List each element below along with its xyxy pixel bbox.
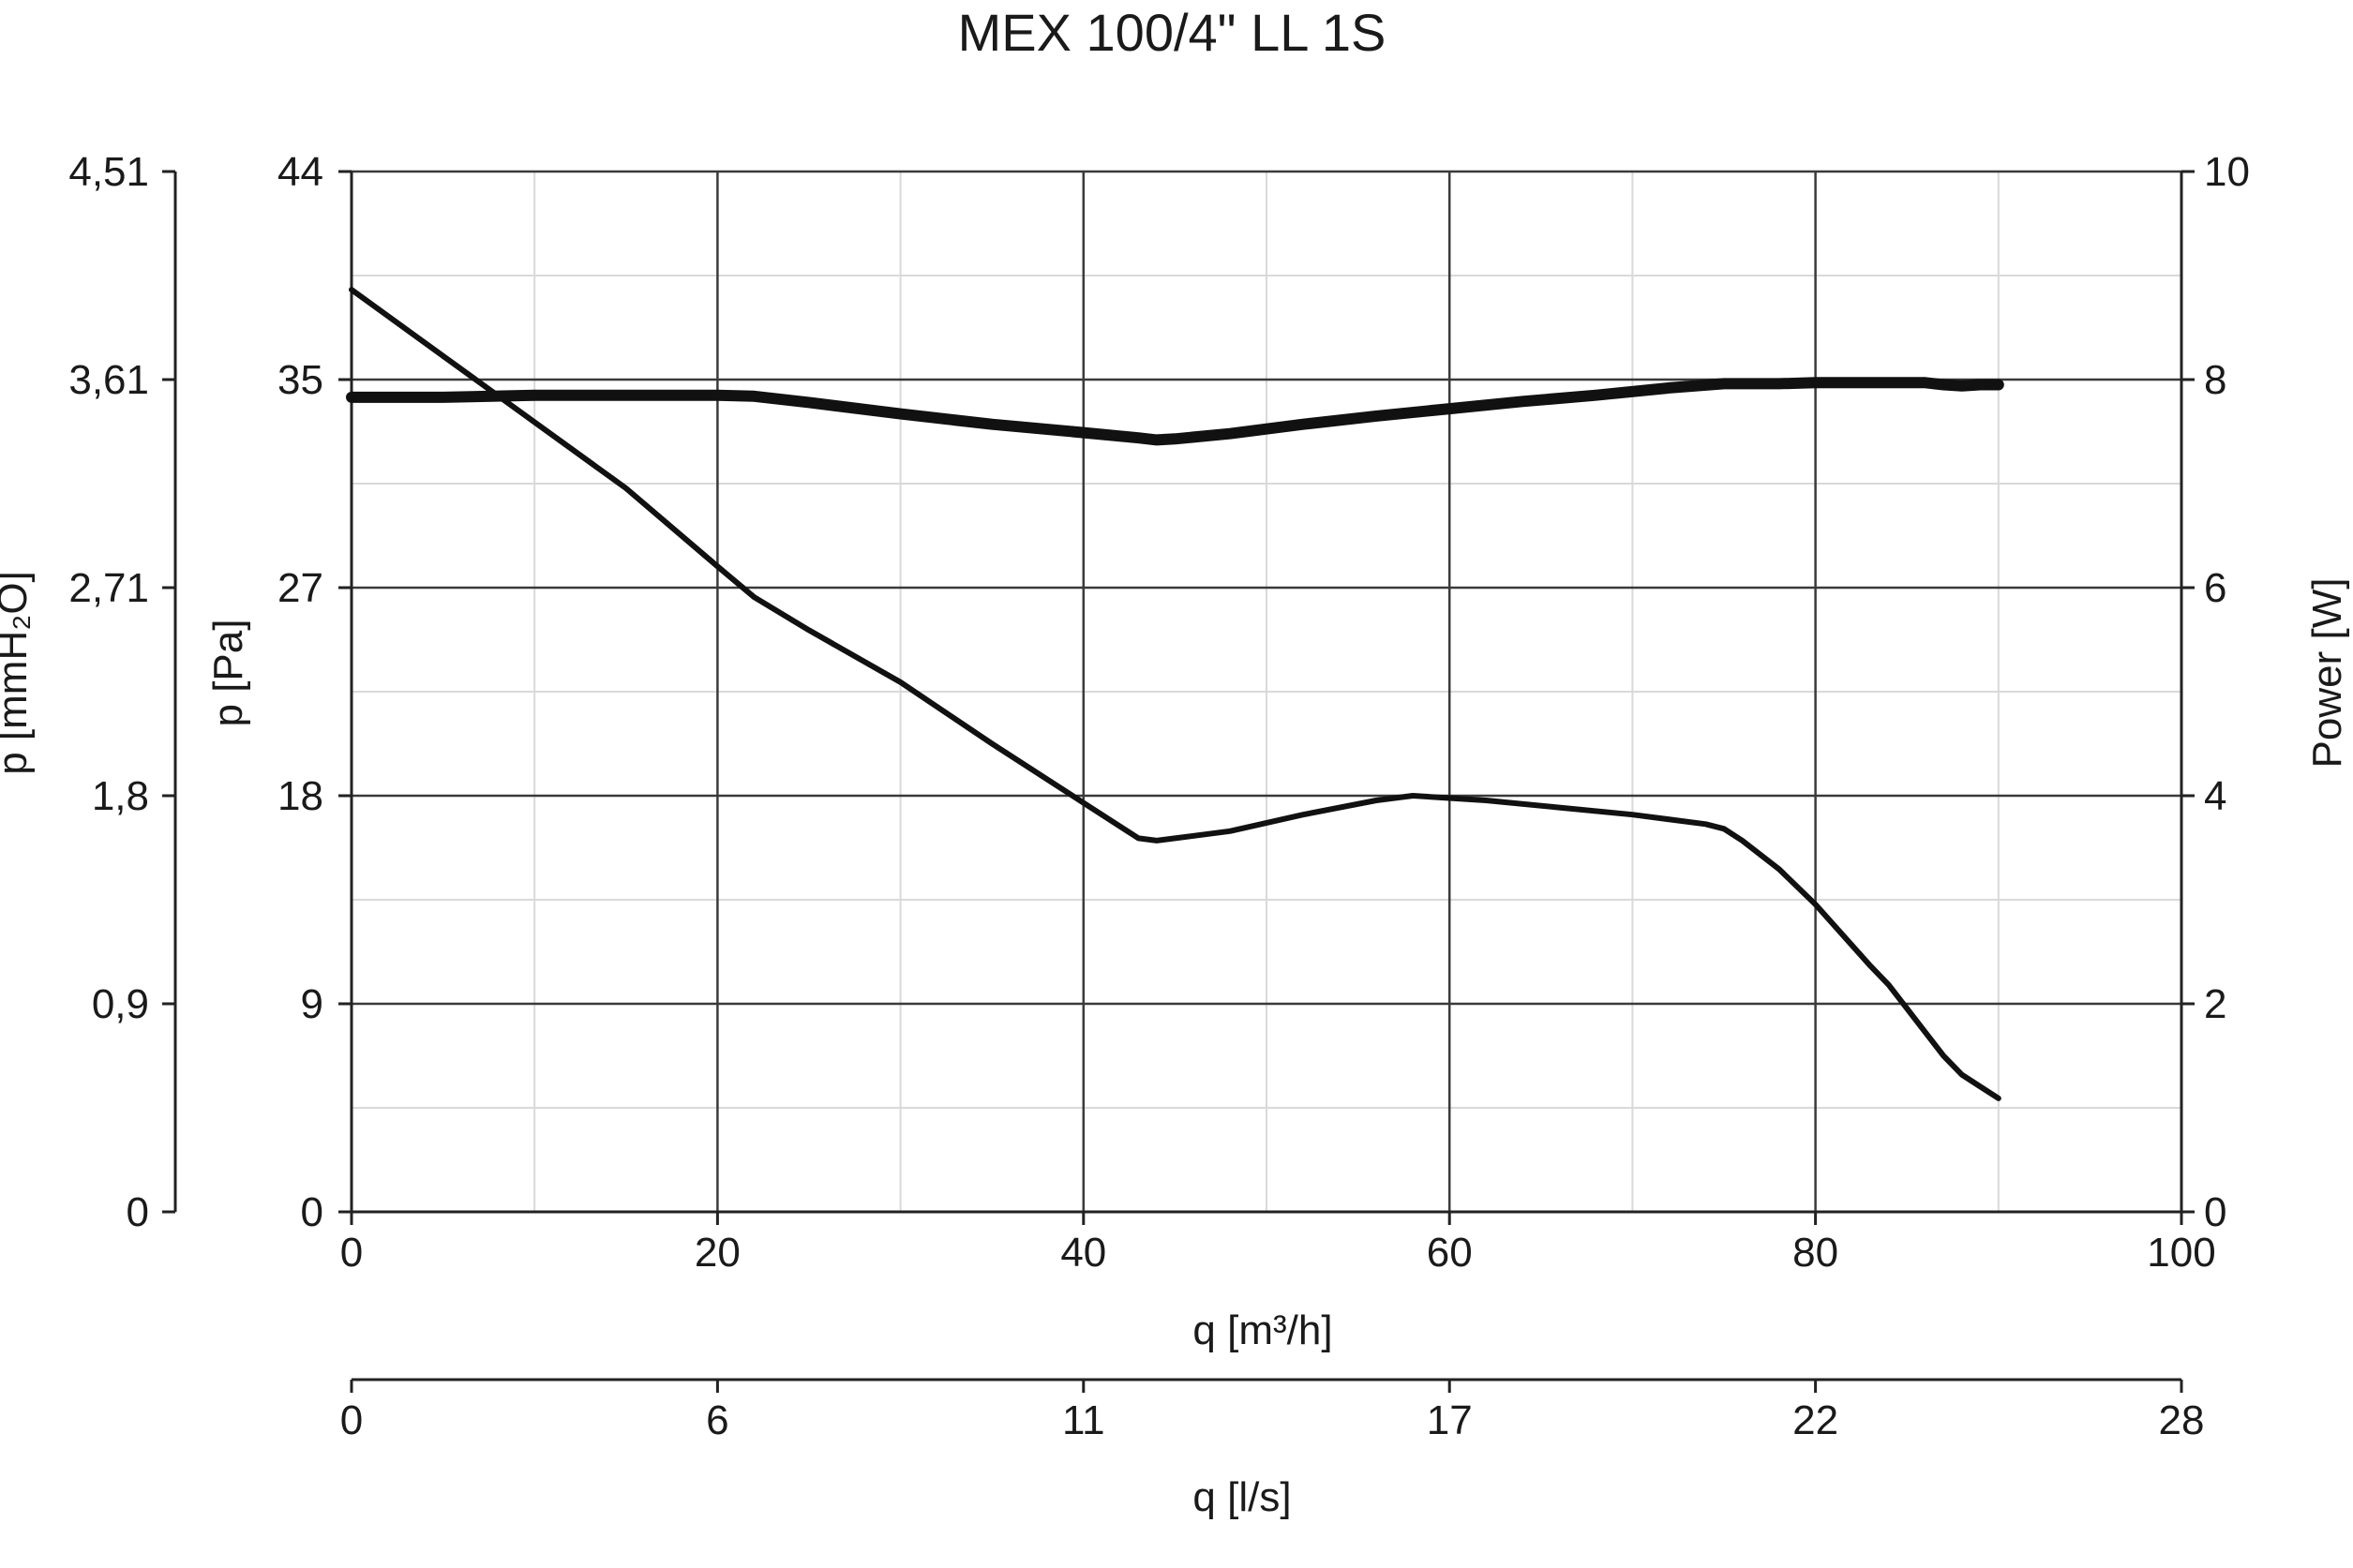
secondary-x-tick-label: 17 — [1427, 1397, 1473, 1443]
x-tick-label: 0 — [340, 1230, 363, 1276]
chart-title: MEX 100/4" LL 1S — [958, 3, 1386, 62]
outer-y-tick-label: 2,71 — [68, 565, 149, 611]
secondary-x-axis-label: q [l/s] — [1192, 1474, 1291, 1520]
secondary-x-tick-label: 22 — [1792, 1397, 1838, 1443]
x-axis-label: q [m³/h] — [1192, 1307, 1332, 1353]
axes — [162, 170, 2195, 1393]
y-tick-label: 35 — [277, 357, 323, 403]
right-y-tick-label: 4 — [2204, 773, 2226, 819]
right-y-axis-label: Power [W] — [2304, 578, 2350, 769]
secondary-x-tick-label: 0 — [340, 1397, 363, 1443]
y-tick-label: 18 — [277, 773, 323, 819]
y-tick-label: 27 — [277, 565, 323, 611]
outer-y-tick-label: 0,9 — [92, 981, 149, 1027]
secondary-x-tick-label: 11 — [1062, 1397, 1105, 1443]
outer-y-tick-label: 4,51 — [68, 149, 149, 195]
y-tick-label: 9 — [301, 981, 323, 1027]
secondary-x-tick-label: 6 — [706, 1397, 728, 1443]
right-y-tick-label: 2 — [2204, 981, 2226, 1027]
outer-y-axis-label: p [mmH₂O] — [0, 571, 36, 775]
outer-y-tick-label: 3,61 — [68, 357, 149, 403]
x-tick-label: 60 — [1427, 1230, 1473, 1276]
right-y-tick-label: 10 — [2204, 149, 2250, 195]
right-y-tick-label: 8 — [2204, 357, 2226, 403]
right-y-tick-label: 0 — [2204, 1189, 2226, 1235]
power-curve-line — [346, 377, 2004, 446]
outer-y-tick-label: 1,8 — [92, 773, 149, 819]
series-group — [346, 287, 2004, 1101]
y-tick-label: 0 — [301, 1189, 323, 1235]
outer-y-tick-label: 0 — [127, 1189, 149, 1235]
grid — [352, 170, 2181, 1212]
x-tick-label: 80 — [1792, 1230, 1838, 1276]
y-axis-label: p [Pa] — [205, 620, 251, 727]
secondary-x-tick-label: 28 — [2159, 1397, 2205, 1443]
y-tick-label: 44 — [277, 149, 323, 195]
x-tick-label: 40 — [1060, 1230, 1106, 1276]
pressure-curve-line — [349, 287, 2001, 1101]
x-tick-label: 20 — [695, 1230, 741, 1276]
right-y-tick-label: 6 — [2204, 565, 2226, 611]
x-tick-label: 100 — [2147, 1230, 2215, 1276]
